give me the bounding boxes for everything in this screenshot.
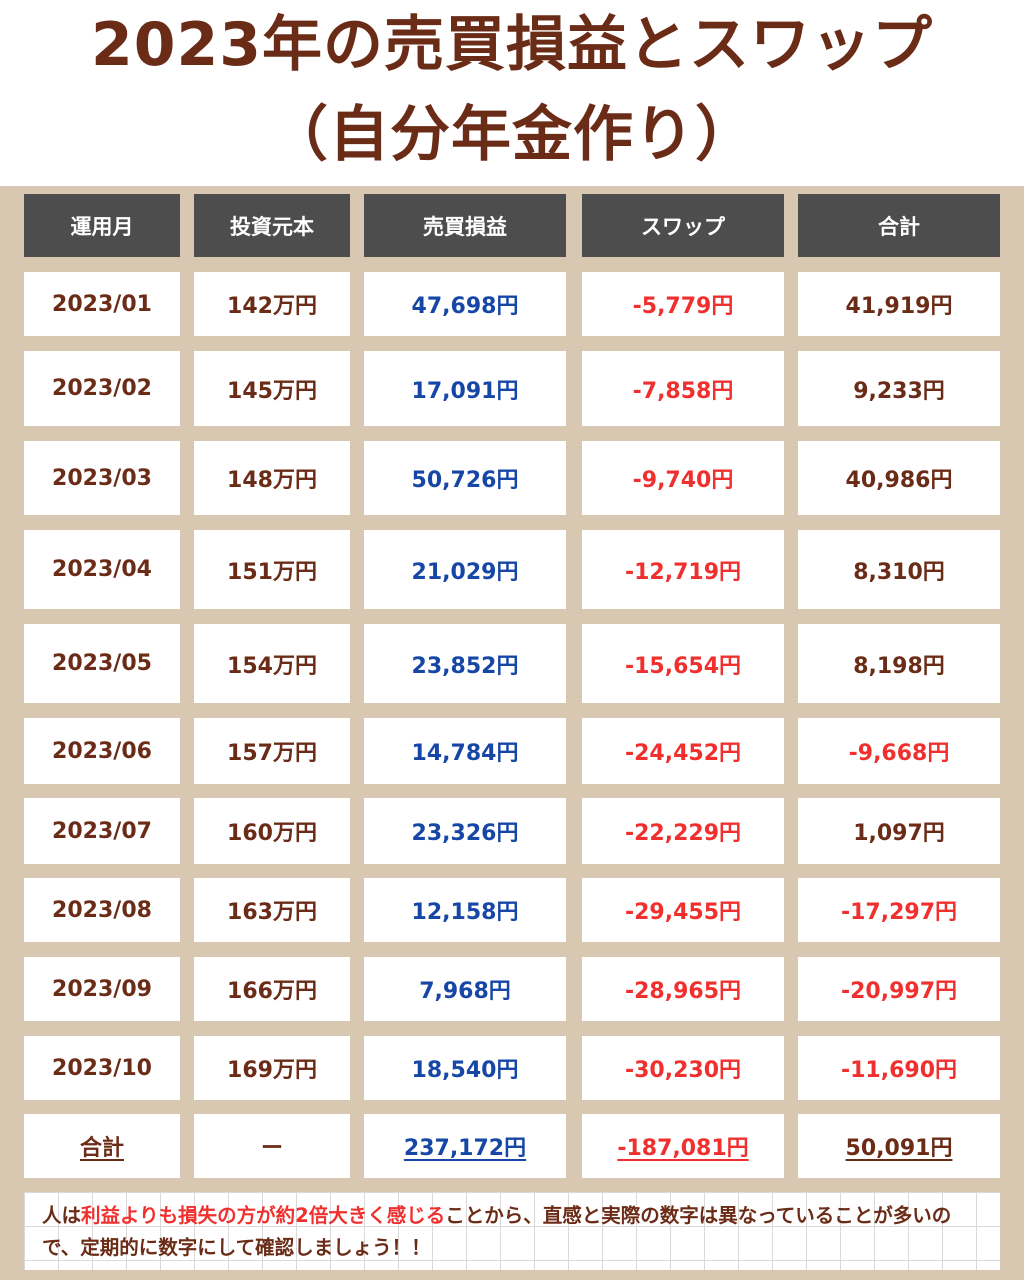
total-principal: ー [194, 1114, 350, 1178]
header-trading-pnl: 売買損益 [364, 194, 566, 257]
cell-month: 2023/03 [24, 441, 180, 515]
cell-total: 41,919円 [798, 272, 1000, 336]
header-swap: スワップ [582, 194, 784, 257]
cell-principal: 142万円 [194, 272, 350, 336]
cell-swap: -7,858円 [582, 351, 784, 426]
note-box: 人は利益よりも損失の方が約2倍大きく感じることから、直感と実際の数字は異なってい… [24, 1192, 1000, 1270]
cell-swap: -5,779円 [582, 272, 784, 336]
cell-principal: 160万円 [194, 798, 350, 864]
header-month: 運用月 [24, 194, 180, 257]
title-area: 2023年の売買損益とスワップ （自分年金作り） [0, 0, 1024, 186]
cell-principal: 145万円 [194, 351, 350, 426]
cell-total: 40,986円 [798, 441, 1000, 515]
cell-month: 2023/09 [24, 957, 180, 1021]
cell-month: 2023/10 [24, 1036, 180, 1100]
cell-total: -9,668円 [798, 718, 1000, 784]
cell-principal: 169万円 [194, 1036, 350, 1100]
cell-month: 2023/04 [24, 530, 180, 609]
total-trading-pnl: 237,172円 [364, 1114, 566, 1178]
cell-total: -17,297円 [798, 878, 1000, 942]
cell-trading-pnl: 23,326円 [364, 798, 566, 864]
cell-principal: 166万円 [194, 957, 350, 1021]
page-title: 2023年の売買損益とスワップ [91, 10, 933, 80]
cell-month: 2023/01 [24, 272, 180, 336]
cell-swap: -29,455円 [582, 878, 784, 942]
cell-trading-pnl: 17,091円 [364, 351, 566, 426]
cell-principal: 163万円 [194, 878, 350, 942]
cell-month: 2023/06 [24, 718, 180, 784]
cell-swap: -15,654円 [582, 624, 784, 703]
cell-trading-pnl: 7,968円 [364, 957, 566, 1021]
total-swap: -187,081円 [582, 1114, 784, 1178]
cell-month: 2023/02 [24, 351, 180, 426]
page-subtitle: （自分年金作り） [268, 100, 756, 170]
cell-swap: -12,719円 [582, 530, 784, 609]
cell-swap: -22,229円 [582, 798, 784, 864]
total-total: 50,091円 [798, 1114, 1000, 1178]
cell-swap: -30,230円 [582, 1036, 784, 1100]
cell-total: 1,097円 [798, 798, 1000, 864]
cell-trading-pnl: 14,784円 [364, 718, 566, 784]
cell-trading-pnl: 47,698円 [364, 272, 566, 336]
note-highlight: 利益よりも損失の方が約2倍大きく感じる [81, 1204, 446, 1227]
cell-principal: 154万円 [194, 624, 350, 703]
cell-principal: 157万円 [194, 718, 350, 784]
cell-trading-pnl: 18,540円 [364, 1036, 566, 1100]
cell-principal: 151万円 [194, 530, 350, 609]
total-month: 合計 [24, 1114, 180, 1178]
note-text-rest: ことから、直感と実際の数字は異なっていることが多いので、定期的に数字にして確認し… [42, 1204, 952, 1259]
note-text: 人は [42, 1204, 82, 1227]
cell-month: 2023/07 [24, 798, 180, 864]
cell-principal: 148万円 [194, 441, 350, 515]
cell-total: 8,198円 [798, 624, 1000, 703]
header-total: 合計 [798, 194, 1000, 257]
cell-swap: -24,452円 [582, 718, 784, 784]
cell-month: 2023/05 [24, 624, 180, 703]
cell-trading-pnl: 23,852円 [364, 624, 566, 703]
cell-trading-pnl: 21,029円 [364, 530, 566, 609]
cell-total: -11,690円 [798, 1036, 1000, 1100]
cell-swap: -9,740円 [582, 441, 784, 515]
cell-swap: -28,965円 [582, 957, 784, 1021]
cell-trading-pnl: 12,158円 [364, 878, 566, 942]
cell-total: 8,310円 [798, 530, 1000, 609]
cell-total: 9,233円 [798, 351, 1000, 426]
header-principal: 投資元本 [194, 194, 350, 257]
cell-month: 2023/08 [24, 878, 180, 942]
cell-trading-pnl: 50,726円 [364, 441, 566, 515]
cell-total: -20,997円 [798, 957, 1000, 1021]
